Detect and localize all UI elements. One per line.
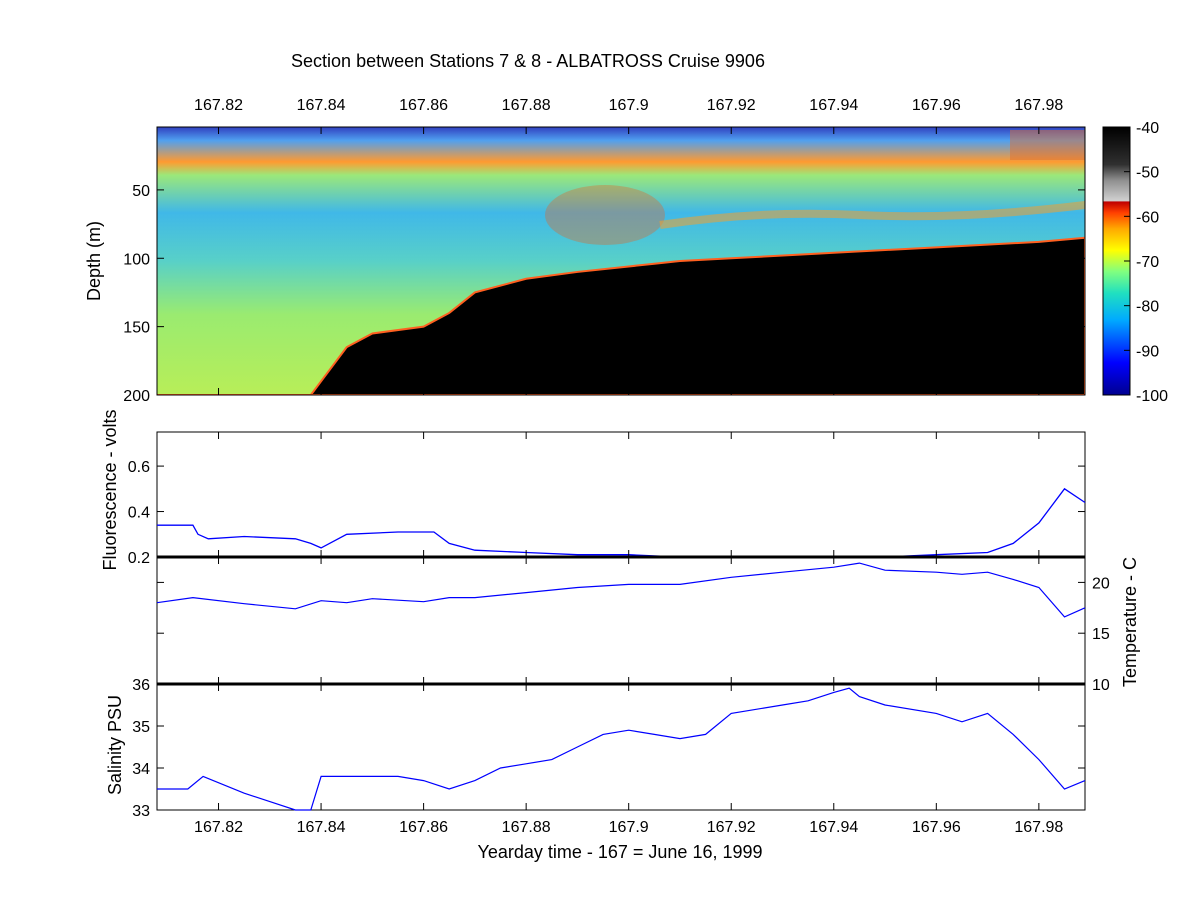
y-tick-label: 0.4 [128,505,150,522]
x-tick-label: 167.86 [399,819,448,836]
colorbar-tick-label: -80 [1136,299,1159,316]
y-tick-label: 0.2 [128,550,150,567]
x-axis-label: Yearday time - 167 = June 16, 1999 [477,842,762,862]
colorbar-ticks: -40 -50 -60 -70 -80 -90 -100 [1124,120,1168,405]
x-tick-label: 167.92 [707,97,756,114]
temperature-axis-label: Temperature - C [1120,557,1140,687]
x-tick-label: 167.86 [399,97,448,114]
colorbar-tick-label: -50 [1136,165,1159,182]
bottom-x-axis: 167.82 167.84 167.86 167.88 167.9 167.92 167.9… [194,432,1063,836]
colorbar-tick-label: -100 [1136,388,1168,405]
colorbar-tick-label: -70 [1136,254,1159,271]
salinity-frame [156,683,1086,811]
x-tick-label: 167.84 [297,97,346,114]
surface-scattering [1010,130,1085,160]
y-tick-label: 36 [132,677,150,694]
y-tick-label: 150 [123,320,150,337]
x-tick-label: 167.94 [809,97,858,114]
colorbar: -40 -50 -60 -70 -80 -90 -100 [1102,120,1168,405]
x-tick-label: 167.96 [912,819,961,836]
fluorescence-frame [156,431,1086,558]
y-tick-label: 100 [123,251,150,268]
y-tick-label: 35 [132,719,150,736]
y-tick-label: 20 [1092,575,1110,592]
depth-axis-label: Depth (m) [84,221,104,301]
x-tick-label: 167.9 [609,819,649,836]
y-tick-label: 10 [1092,677,1110,694]
x-tick-label: 167.88 [502,97,551,114]
y-tick-label: 15 [1092,626,1110,643]
fluorescence-axis-label: Fluorescence - volts [100,409,120,570]
x-tick-label: 167.88 [502,819,551,836]
figure-title: Section between Stations 7 & 8 - ALBATRO… [291,51,765,71]
salinity-axis: 33 34 35 36 [132,677,1085,820]
x-tick-label: 167.98 [1014,97,1063,114]
x-tick-label: 167.9 [609,97,649,114]
scattering-patch [545,185,665,245]
colorbar-tick-label: -40 [1136,120,1159,137]
echogram-frame [156,126,1086,396]
scattering-layer [659,201,1085,229]
x-tick-label: 167.98 [1014,819,1063,836]
y-tick-label: 34 [132,761,150,778]
colorbar-tick-label: -90 [1136,343,1159,360]
fluorescence-axis: 0.2 0.4 0.6 [128,459,1085,567]
temperature-frame [156,556,1086,684]
colorbar-tick-label: -60 [1136,209,1159,226]
temperature-panel: 10 15 20 Temperature - C [156,556,1140,694]
salinity-series [157,687,1086,811]
temperature-axis: 10 15 20 [157,575,1110,694]
salinity-panel: 33 34 35 36 Salinity PSU [105,677,1086,820]
x-tick-label: 167.94 [809,819,858,836]
x-tick-label: 167.82 [194,819,243,836]
top-x-axis: 167.82 167.84 167.86 167.88 167.9 167.92 167.9… [194,97,1063,395]
y-tick-label: 200 [123,388,150,405]
y-tick-label: 50 [132,183,150,200]
y-tick-label: 33 [132,803,150,820]
x-tick-label: 167.82 [194,97,243,114]
x-tick-label: 167.96 [912,97,961,114]
y-tick-label: 0.6 [128,459,150,476]
depth-axis: 50 100 150 200 [123,183,1085,405]
x-tick-label: 167.92 [707,819,756,836]
salinity-axis-label: Salinity PSU [105,695,125,795]
fluorescence-panel: 0.2 0.4 0.6 Fluorescence - volts [100,409,1086,571]
fluorescence-series [157,487,1086,558]
echogram-panel: 167.82 167.84 167.86 167.88 167.9 167.92 167.9… [84,97,1086,405]
x-tick-label: 167.84 [297,819,346,836]
temperature-series [156,562,1086,618]
seafloor [157,236,1085,395]
